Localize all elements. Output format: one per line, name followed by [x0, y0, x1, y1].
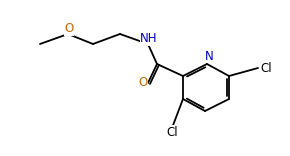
Text: NH: NH [140, 32, 158, 46]
Text: Cl: Cl [260, 61, 272, 75]
Text: N: N [205, 49, 213, 63]
Text: Cl: Cl [166, 125, 178, 139]
Text: O: O [64, 22, 74, 36]
Text: O: O [138, 76, 148, 88]
